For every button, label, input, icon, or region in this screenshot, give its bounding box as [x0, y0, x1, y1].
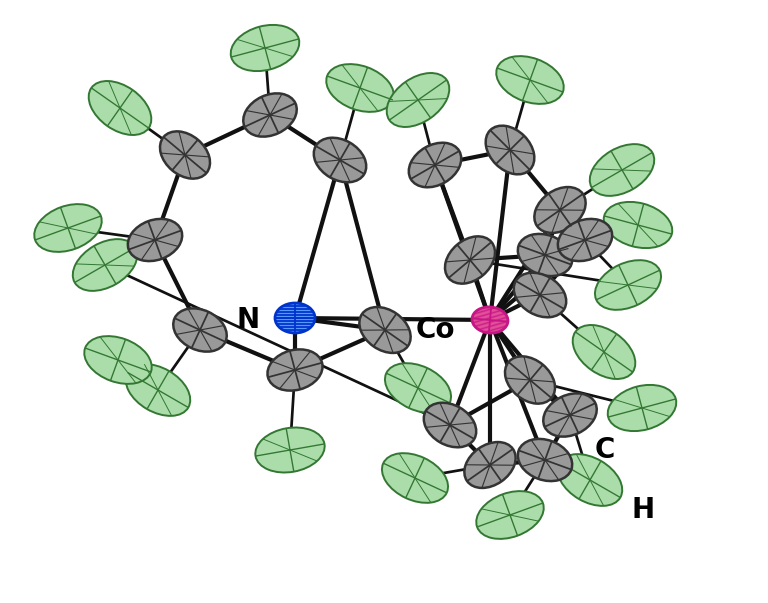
Ellipse shape [314, 137, 366, 182]
Ellipse shape [275, 303, 315, 333]
Ellipse shape [558, 219, 612, 261]
Ellipse shape [604, 202, 672, 248]
Ellipse shape [35, 204, 101, 252]
Ellipse shape [385, 363, 451, 413]
Ellipse shape [359, 307, 411, 353]
Ellipse shape [409, 143, 462, 188]
Ellipse shape [518, 234, 572, 276]
Ellipse shape [424, 403, 476, 447]
Ellipse shape [514, 273, 566, 317]
Ellipse shape [595, 260, 661, 310]
Text: Co: Co [415, 316, 455, 344]
Ellipse shape [485, 125, 535, 174]
Ellipse shape [174, 308, 227, 352]
Ellipse shape [160, 131, 210, 178]
Ellipse shape [445, 236, 495, 283]
Ellipse shape [535, 187, 586, 233]
Ellipse shape [590, 144, 654, 196]
Ellipse shape [230, 25, 300, 71]
Ellipse shape [326, 64, 394, 112]
Ellipse shape [127, 219, 182, 261]
Ellipse shape [267, 349, 323, 391]
Ellipse shape [255, 428, 325, 473]
Ellipse shape [88, 81, 151, 135]
Text: H: H [631, 496, 654, 524]
Ellipse shape [243, 93, 296, 137]
Ellipse shape [558, 454, 622, 506]
Ellipse shape [505, 356, 555, 403]
Ellipse shape [518, 439, 572, 481]
Ellipse shape [126, 364, 190, 416]
Ellipse shape [496, 56, 564, 104]
Ellipse shape [84, 336, 152, 384]
Ellipse shape [386, 73, 449, 127]
Ellipse shape [543, 393, 597, 437]
Ellipse shape [73, 239, 137, 291]
Ellipse shape [476, 491, 544, 539]
Ellipse shape [607, 385, 677, 431]
Ellipse shape [573, 325, 635, 379]
Ellipse shape [465, 442, 515, 488]
Ellipse shape [382, 453, 448, 503]
Text: N: N [237, 306, 260, 334]
Ellipse shape [472, 307, 508, 333]
Text: C: C [594, 436, 615, 464]
